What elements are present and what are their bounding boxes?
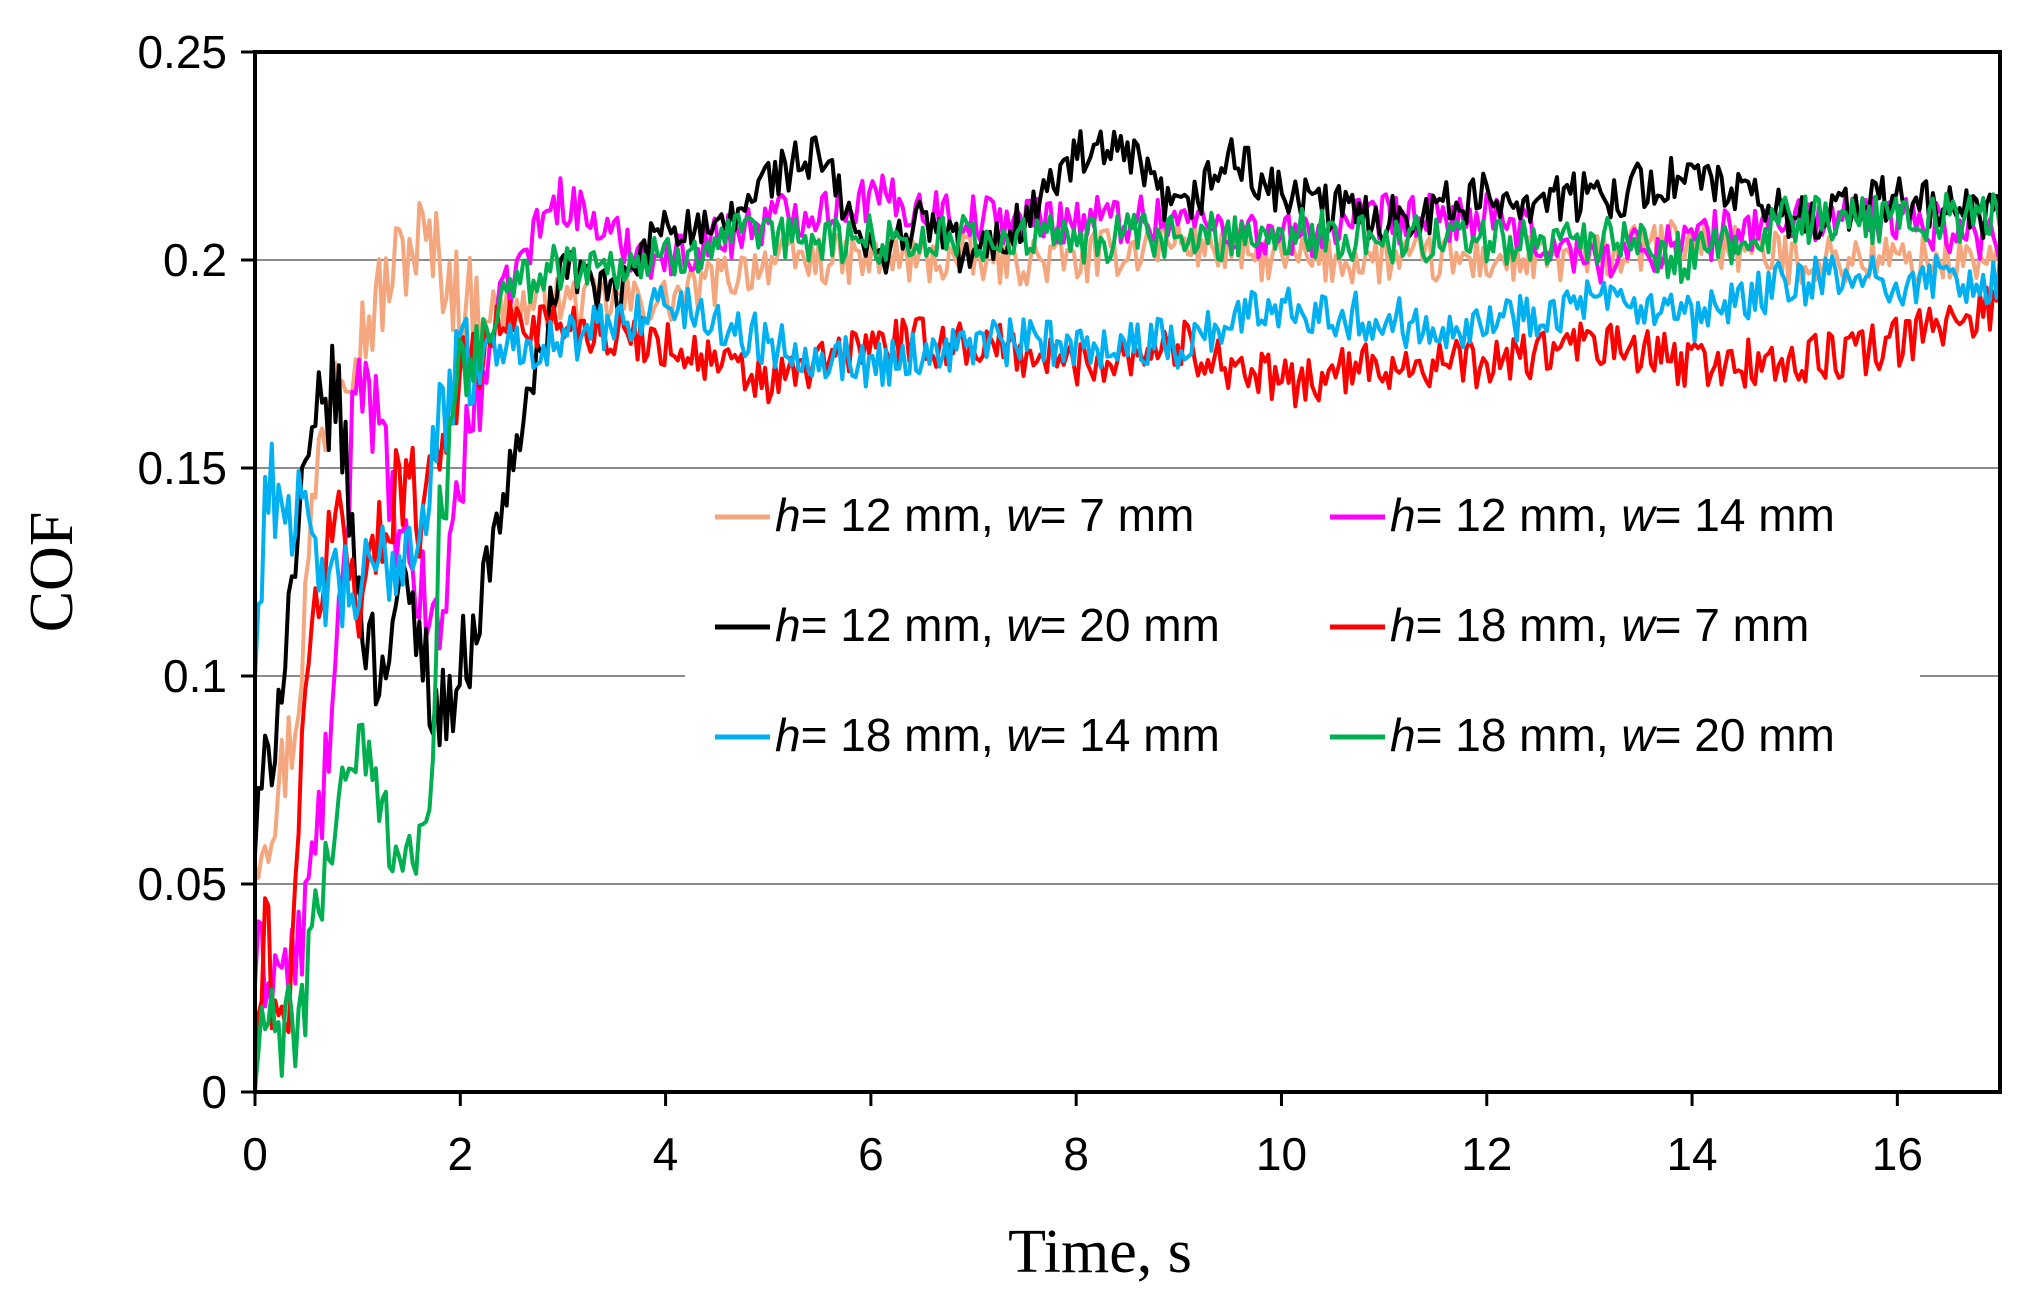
y-tick-label-0: 0 (201, 1066, 227, 1118)
legend-h-var-2: h (775, 599, 801, 651)
legend-background (685, 485, 1920, 805)
legend-h-value-4: = 18 mm, (801, 709, 1007, 761)
x-tick-label-2: 4 (653, 1128, 679, 1180)
legend-h-var-1: h (1390, 489, 1416, 541)
legend: h= 12 mm, w= 7 mm h= 12 mm, w= 14 mmh= 12… (685, 485, 1920, 805)
x-tick-label-7: 14 (1666, 1128, 1717, 1180)
x-tick-label-6: 12 (1461, 1128, 1512, 1180)
y-tick-labels: 0 0.05 0.1 0.15 0.2 0.25 (137, 26, 255, 1118)
legend-label-1: h= 12 mm, w= 14 mm (1390, 489, 1835, 541)
legend-w-var-5: w (1621, 709, 1657, 761)
x-tick-label-0: 0 (242, 1128, 268, 1180)
legend-w-value-3: = 7 mm (1655, 599, 1810, 651)
x-tick-label-3: 6 (858, 1128, 884, 1180)
legend-h-value-5: = 18 mm, (1416, 709, 1622, 761)
legend-w-value-4: = 14 mm (1040, 709, 1220, 761)
legend-w-var-0: w (1006, 489, 1042, 541)
y-axis-title: COF (18, 512, 86, 633)
plot-frame (253, 50, 2002, 1094)
legend-h-value-1: = 12 mm, (1416, 489, 1622, 541)
y-tick-label-4: 0.2 (163, 234, 227, 286)
x-tick-label-8: 16 (1872, 1128, 1923, 1180)
legend-w-var-1: w (1621, 489, 1657, 541)
x-tick-labels: 0 2 4 6 8 10 12 14 16 (242, 1092, 1923, 1180)
legend-label-2: h= 12 mm, w= 20 mm (775, 599, 1220, 651)
y-tick-label-1: 0.05 (137, 858, 227, 910)
legend-label-4: h= 18 mm, w= 14 mm (775, 709, 1220, 761)
legend-label-0: h= 12 mm, w= 7 mm (775, 489, 1194, 541)
legend-h-value-0: = 12 mm, (801, 489, 1007, 541)
x-axis-title: Time, s (1008, 1218, 1192, 1286)
legend-h-var-5: h (1390, 709, 1416, 761)
y-tick-label-2: 0.1 (163, 650, 227, 702)
legend-w-value-1: = 14 mm (1655, 489, 1835, 541)
legend-w-value-5: = 20 mm (1655, 709, 1835, 761)
legend-w-value-0: = 7 mm (1040, 489, 1195, 541)
legend-label-3: h= 18 mm, w= 7 mm (1390, 599, 1809, 651)
y-tick-label-5: 0.25 (137, 26, 227, 78)
legend-h-var-3: h (1390, 599, 1416, 651)
legend-w-var-4: w (1006, 709, 1042, 761)
legend-w-var-3: w (1621, 599, 1657, 651)
legend-w-var-2: w (1006, 599, 1042, 651)
y-tick-label-3: 0.15 (137, 442, 227, 494)
series-line-5 (253, 191, 2002, 1090)
x-tick-label-1: 2 (447, 1128, 473, 1180)
legend-label-5: h= 18 mm, w= 20 mm (1390, 709, 1835, 761)
series-line-1 (253, 173, 2002, 1010)
series-line-4 (253, 254, 2002, 679)
legend-w-value-2: = 20 mm (1040, 599, 1220, 651)
legend-h-value-3: = 18 mm, (1416, 599, 1622, 651)
x-tick-label-5: 10 (1256, 1128, 1307, 1180)
legend-h-var-4: h (775, 709, 801, 761)
x-tick-label-4: 8 (1063, 1128, 1089, 1180)
legend-h-value-2: = 12 mm, (801, 599, 1007, 651)
legend-h-var-0: h (775, 489, 801, 541)
series-lines (253, 129, 2002, 1093)
